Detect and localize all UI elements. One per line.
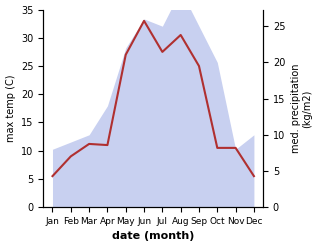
Y-axis label: med. precipitation
(kg/m2): med. precipitation (kg/m2)	[291, 64, 313, 153]
X-axis label: date (month): date (month)	[112, 231, 194, 242]
Y-axis label: max temp (C): max temp (C)	[5, 75, 16, 142]
